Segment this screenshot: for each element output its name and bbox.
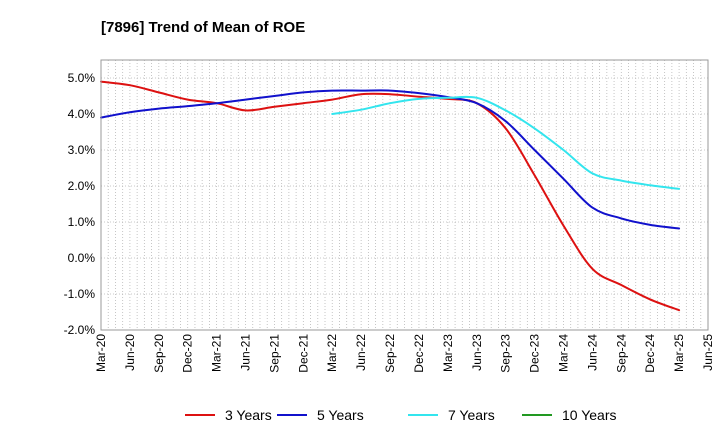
x-tick-label: Sep-21 [267, 334, 281, 373]
y-tick-label: 3.0% [68, 143, 96, 157]
x-tick-label: Mar-22 [325, 334, 339, 372]
x-tick-label: Jun-23 [470, 334, 484, 371]
chart-title: [7896] Trend of Mean of ROE [101, 19, 305, 36]
y-tick-label: 1.0% [68, 215, 96, 229]
y-tick-label: 5.0% [68, 71, 96, 85]
legend-label-5-years: 5 Years [317, 407, 364, 423]
x-tick-label: Jun-22 [354, 334, 368, 371]
legend-label-10-years: 10 Years [562, 407, 617, 423]
series-line-5-years [100, 89, 681, 230]
plot-frame [100, 59, 709, 331]
x-tick-label: Sep-24 [614, 334, 628, 373]
x-tick-label: Mar-20 [94, 334, 108, 372]
y-tick-label: 0.0% [68, 251, 96, 265]
series-line-7-years [331, 95, 681, 190]
y-tick-label: -1.0% [64, 287, 96, 301]
legend-label-3-years: 3 Years [225, 407, 272, 423]
x-tick-label: Dec-21 [296, 334, 310, 373]
x-tick-label: Sep-22 [383, 334, 397, 373]
y-axis: 5.0% 4.0% 3.0% 2.0% 1.0% 0.0% -1.0% -2.0% [64, 71, 96, 337]
legend: 3 Years 5 Years 7 Years 10 Years [185, 407, 617, 423]
x-tick-label: Jun-21 [239, 334, 253, 371]
x-tick-label: Dec-24 [643, 334, 657, 373]
legend-label-7-years: 7 Years [448, 407, 495, 423]
x-axis: Mar-20 Jun-20 Sep-20 Dec-20 Mar-21 Jun-21 Sep-… [94, 334, 715, 373]
x-tick-label: Jun-25 [701, 334, 715, 371]
grid [101, 60, 708, 331]
y-tick-label: -2.0% [64, 323, 96, 337]
x-tick-label: Sep-20 [152, 334, 166, 373]
y-tick-label: 2.0% [68, 179, 96, 193]
x-tick-label: Dec-22 [412, 334, 426, 373]
series-lines [100, 80, 681, 312]
x-tick-label: Sep-23 [499, 334, 513, 373]
x-tick-label: Dec-20 [181, 334, 195, 373]
x-tick-label: Mar-21 [210, 334, 224, 372]
x-tick-label: Jun-24 [585, 334, 599, 371]
x-tick-label: Jun-20 [123, 334, 137, 371]
x-tick-label: Dec-23 [528, 334, 542, 373]
series-line-3-years [100, 80, 681, 312]
y-tick-label: 4.0% [68, 107, 96, 121]
x-tick-label: Mar-25 [672, 334, 686, 372]
x-tick-label: Mar-24 [556, 334, 570, 372]
x-tick-label: Mar-23 [441, 334, 455, 372]
